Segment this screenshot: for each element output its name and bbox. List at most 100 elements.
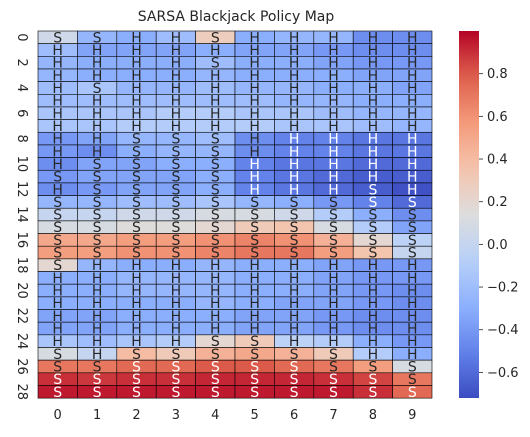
cell-action-label-r21-c0: H xyxy=(52,296,63,312)
cell-action-label-r26-c0: S xyxy=(53,359,62,375)
x-tick-label-7: 7 xyxy=(329,408,337,423)
y-tick-label-10: 10 xyxy=(14,156,29,173)
cell-action-label-r26-c5: S xyxy=(250,359,259,375)
colorbar-tick-labels: 0.8 0.6 0.4 0.2 0.0 −0.2 −0.4 −0.6 xyxy=(479,67,519,381)
cell-action-label-r20-c0: H xyxy=(52,284,63,300)
cell-action-label-r15-c6: S xyxy=(290,220,299,236)
cell-action-label-r7-c6: H xyxy=(289,119,300,135)
cell-action-label-r24-c8: H xyxy=(368,334,379,350)
cell-action-label-r28-c4: S xyxy=(211,385,220,401)
y-tick-label-16: 16 xyxy=(14,232,29,249)
cell-action-label-r17-c4: S xyxy=(211,246,220,262)
colorbar-tick-label-3: 0.2 xyxy=(487,195,508,210)
cell-action-label-r23-c6: H xyxy=(289,322,300,338)
cell-action-label-r4-c1: S xyxy=(93,81,102,97)
cell-action-label-r10-c1: S xyxy=(93,157,102,173)
cell-action-label-r26-c3: S xyxy=(171,359,180,375)
cell-action-label-r22-c1: H xyxy=(92,309,103,325)
cell-action-label-r2-c5: H xyxy=(249,56,260,72)
cell-action-label-r26-c6: S xyxy=(290,359,299,375)
cell-action-label-r23-c7: H xyxy=(328,322,339,338)
cell-action-label-r25-c3: S xyxy=(171,347,180,363)
cell-action-label-r17-c2: S xyxy=(132,246,141,262)
cell-action-label-r20-c7: H xyxy=(328,284,339,300)
cell-action-label-r19-c7: H xyxy=(328,271,339,287)
cell-action-label-r28-c1: S xyxy=(93,385,102,401)
cell-action-label-r1-c0: H xyxy=(52,43,63,59)
cell-action-label-r4-c3: H xyxy=(171,81,182,97)
cell-action-label-r3-c3: H xyxy=(171,68,182,84)
cell-action-label-r27-c7: S xyxy=(329,372,338,388)
cell-action-label-r3-c1: H xyxy=(92,68,103,84)
cell-action-label-r5-c3: H xyxy=(171,94,182,110)
x-tick-label-4: 4 xyxy=(211,408,219,423)
cell-action-label-r17-c7: S xyxy=(329,246,338,262)
cell-action-label-r21-c6: H xyxy=(289,296,300,312)
cell-action-label-r11-c3: S xyxy=(171,170,180,186)
colorbar-tick-label-7: −0.6 xyxy=(487,366,519,381)
cell-action-label-r18-c6: H xyxy=(289,258,300,274)
cell-action-label-r10-c6: H xyxy=(289,157,300,173)
cell-action-label-r15-c4: S xyxy=(211,220,220,236)
x-tick-label-9: 9 xyxy=(408,408,416,423)
x-tick-label-8: 8 xyxy=(369,408,377,423)
cell-action-label-r25-c0: S xyxy=(53,347,62,363)
cell-action-label-r2-c9: H xyxy=(407,56,418,72)
cell-action-label-r2-c4: S xyxy=(211,56,220,72)
cell-action-label-r21-c3: H xyxy=(171,296,182,312)
cell-action-label-r12-c1: S xyxy=(93,182,102,198)
heatmap-cells: S S H H S H H H H HH H H H H H H H H HH H H H S H H H H HH H H H H H H H H H… xyxy=(37,30,433,401)
cell-action-label-r7-c3: H xyxy=(171,119,182,135)
cell-action-label-r28-c0: S xyxy=(53,385,62,401)
cell-action-label-r22-c0: H xyxy=(52,309,63,325)
colorbar-tick-label-0: 0.8 xyxy=(487,67,508,82)
cell-action-label-r13-c2: S xyxy=(132,195,141,211)
cell-action-label-r21-c8: H xyxy=(368,296,379,312)
cell-action-label-r14-c9: S xyxy=(408,208,417,224)
cell-action-label-r13-c8: S xyxy=(368,195,377,211)
cell-action-label-r8-c5: H xyxy=(249,132,260,148)
x-tick-label-3: 3 xyxy=(172,408,180,423)
cell-action-label-r0-c4: S xyxy=(211,30,220,46)
cell-action-label-r11-c7: H xyxy=(328,170,339,186)
cell-action-label-r13-c6: S xyxy=(290,195,299,211)
cell-action-label-r9-c5: H xyxy=(249,144,260,160)
cell-action-label-r16-c9: S xyxy=(408,233,417,249)
cell-action-label-r27-c6: S xyxy=(290,372,299,388)
y-tick-label-0: 0 xyxy=(14,33,29,41)
colorbar xyxy=(459,31,479,398)
cell-action-label-r9-c8: H xyxy=(368,144,379,160)
cell-action-label-r13-c4: S xyxy=(211,195,220,211)
cell-action-label-r10-c3: S xyxy=(171,157,180,173)
cell-action-label-r19-c0: H xyxy=(52,271,63,287)
x-tick-label-5: 5 xyxy=(251,408,259,423)
y-tick-label-12: 12 xyxy=(14,181,29,198)
x-tick-label-2: 2 xyxy=(132,408,140,423)
cell-action-label-r24-c6: H xyxy=(289,334,300,350)
cell-action-label-r13-c9: S xyxy=(408,195,417,211)
cell-action-label-r2-c3: H xyxy=(171,56,182,72)
cell-action-label-r8-c9: H xyxy=(407,132,418,148)
colorbar-tick-label-4: 0.0 xyxy=(487,238,508,253)
cell-action-label-r25-c1: H xyxy=(92,347,103,363)
cell-action-label-r28-c9: S xyxy=(408,385,417,401)
cell-action-label-r1-c8: H xyxy=(368,43,379,59)
cell-action-label-r25-c8: H xyxy=(368,347,379,363)
cell-action-label-r10-c9: H xyxy=(407,157,418,173)
cell-action-label-r0-c9: H xyxy=(407,30,418,46)
y-tick-label-6: 6 xyxy=(14,109,29,117)
cell-action-label-r25-c5: S xyxy=(250,347,259,363)
cell-action-label-r9-c3: S xyxy=(171,144,180,160)
cell-action-label-r7-c5: H xyxy=(249,119,260,135)
y-tick-label-20: 20 xyxy=(14,282,29,299)
cell-action-label-r20-c1: H xyxy=(92,284,103,300)
cell-action-label-r19-c2: H xyxy=(131,271,142,287)
cell-action-label-r7-c8: H xyxy=(368,119,379,135)
cell-action-label-r11-c4: S xyxy=(211,170,220,186)
cell-action-label-r12-c8: S xyxy=(368,182,377,198)
cell-action-label-r13-c7: S xyxy=(329,195,338,211)
cell-action-label-r28-c3: S xyxy=(171,385,180,401)
cell-action-label-r23-c3: H xyxy=(171,322,182,338)
cell-action-label-r24-c2: H xyxy=(131,334,142,350)
